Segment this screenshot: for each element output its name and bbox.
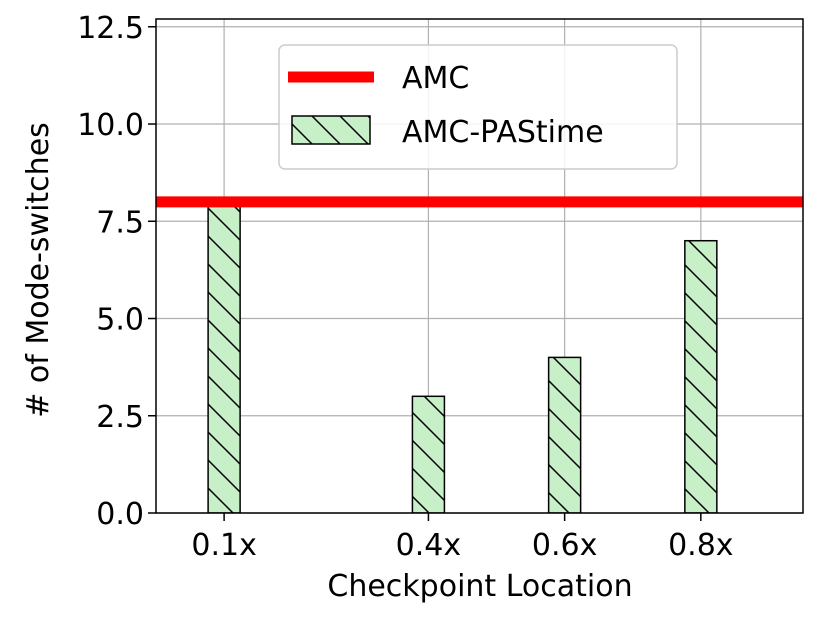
legend-box	[278, 44, 678, 170]
x-axis-ticks: 0.1x 0.4x 0.6x 0.8x	[191, 513, 734, 563]
y-tick-label: 0.0	[96, 497, 144, 532]
bar-0_6x	[547, 356, 582, 513]
legend-label-amc: AMC	[402, 61, 469, 96]
bars	[207, 201, 718, 513]
y-axis-ticks: 0.0 2.5 5.0 7.5 10.0 12.5	[77, 11, 156, 532]
legend-swatch-amc-pastime	[291, 115, 371, 145]
x-tick-label: 0.8x	[668, 528, 733, 563]
x-tick-label: 0.4x	[396, 528, 461, 563]
bar-0_4x	[411, 395, 446, 513]
y-tick-label: 7.5	[96, 205, 144, 240]
y-tick-label: 2.5	[96, 400, 144, 435]
x-tick-label: 0.1x	[191, 528, 256, 563]
y-tick-label: 5.0	[96, 303, 144, 338]
x-tick-label: 0.6x	[532, 528, 597, 563]
y-tick-label: 12.5	[77, 11, 144, 46]
bar-0_8x	[684, 239, 718, 513]
y-axis-label: # of Mode-switches	[21, 122, 56, 418]
plot-frame	[155, 18, 804, 514]
bar-0_1x	[207, 201, 241, 513]
x-axis-label: Checkpoint Location	[327, 569, 632, 604]
y-tick-label: 10.0	[77, 108, 144, 143]
legend: AMC AMC-PAStime	[278, 44, 678, 170]
legend-label-amc-pastime: AMC-PAStime	[402, 115, 604, 150]
